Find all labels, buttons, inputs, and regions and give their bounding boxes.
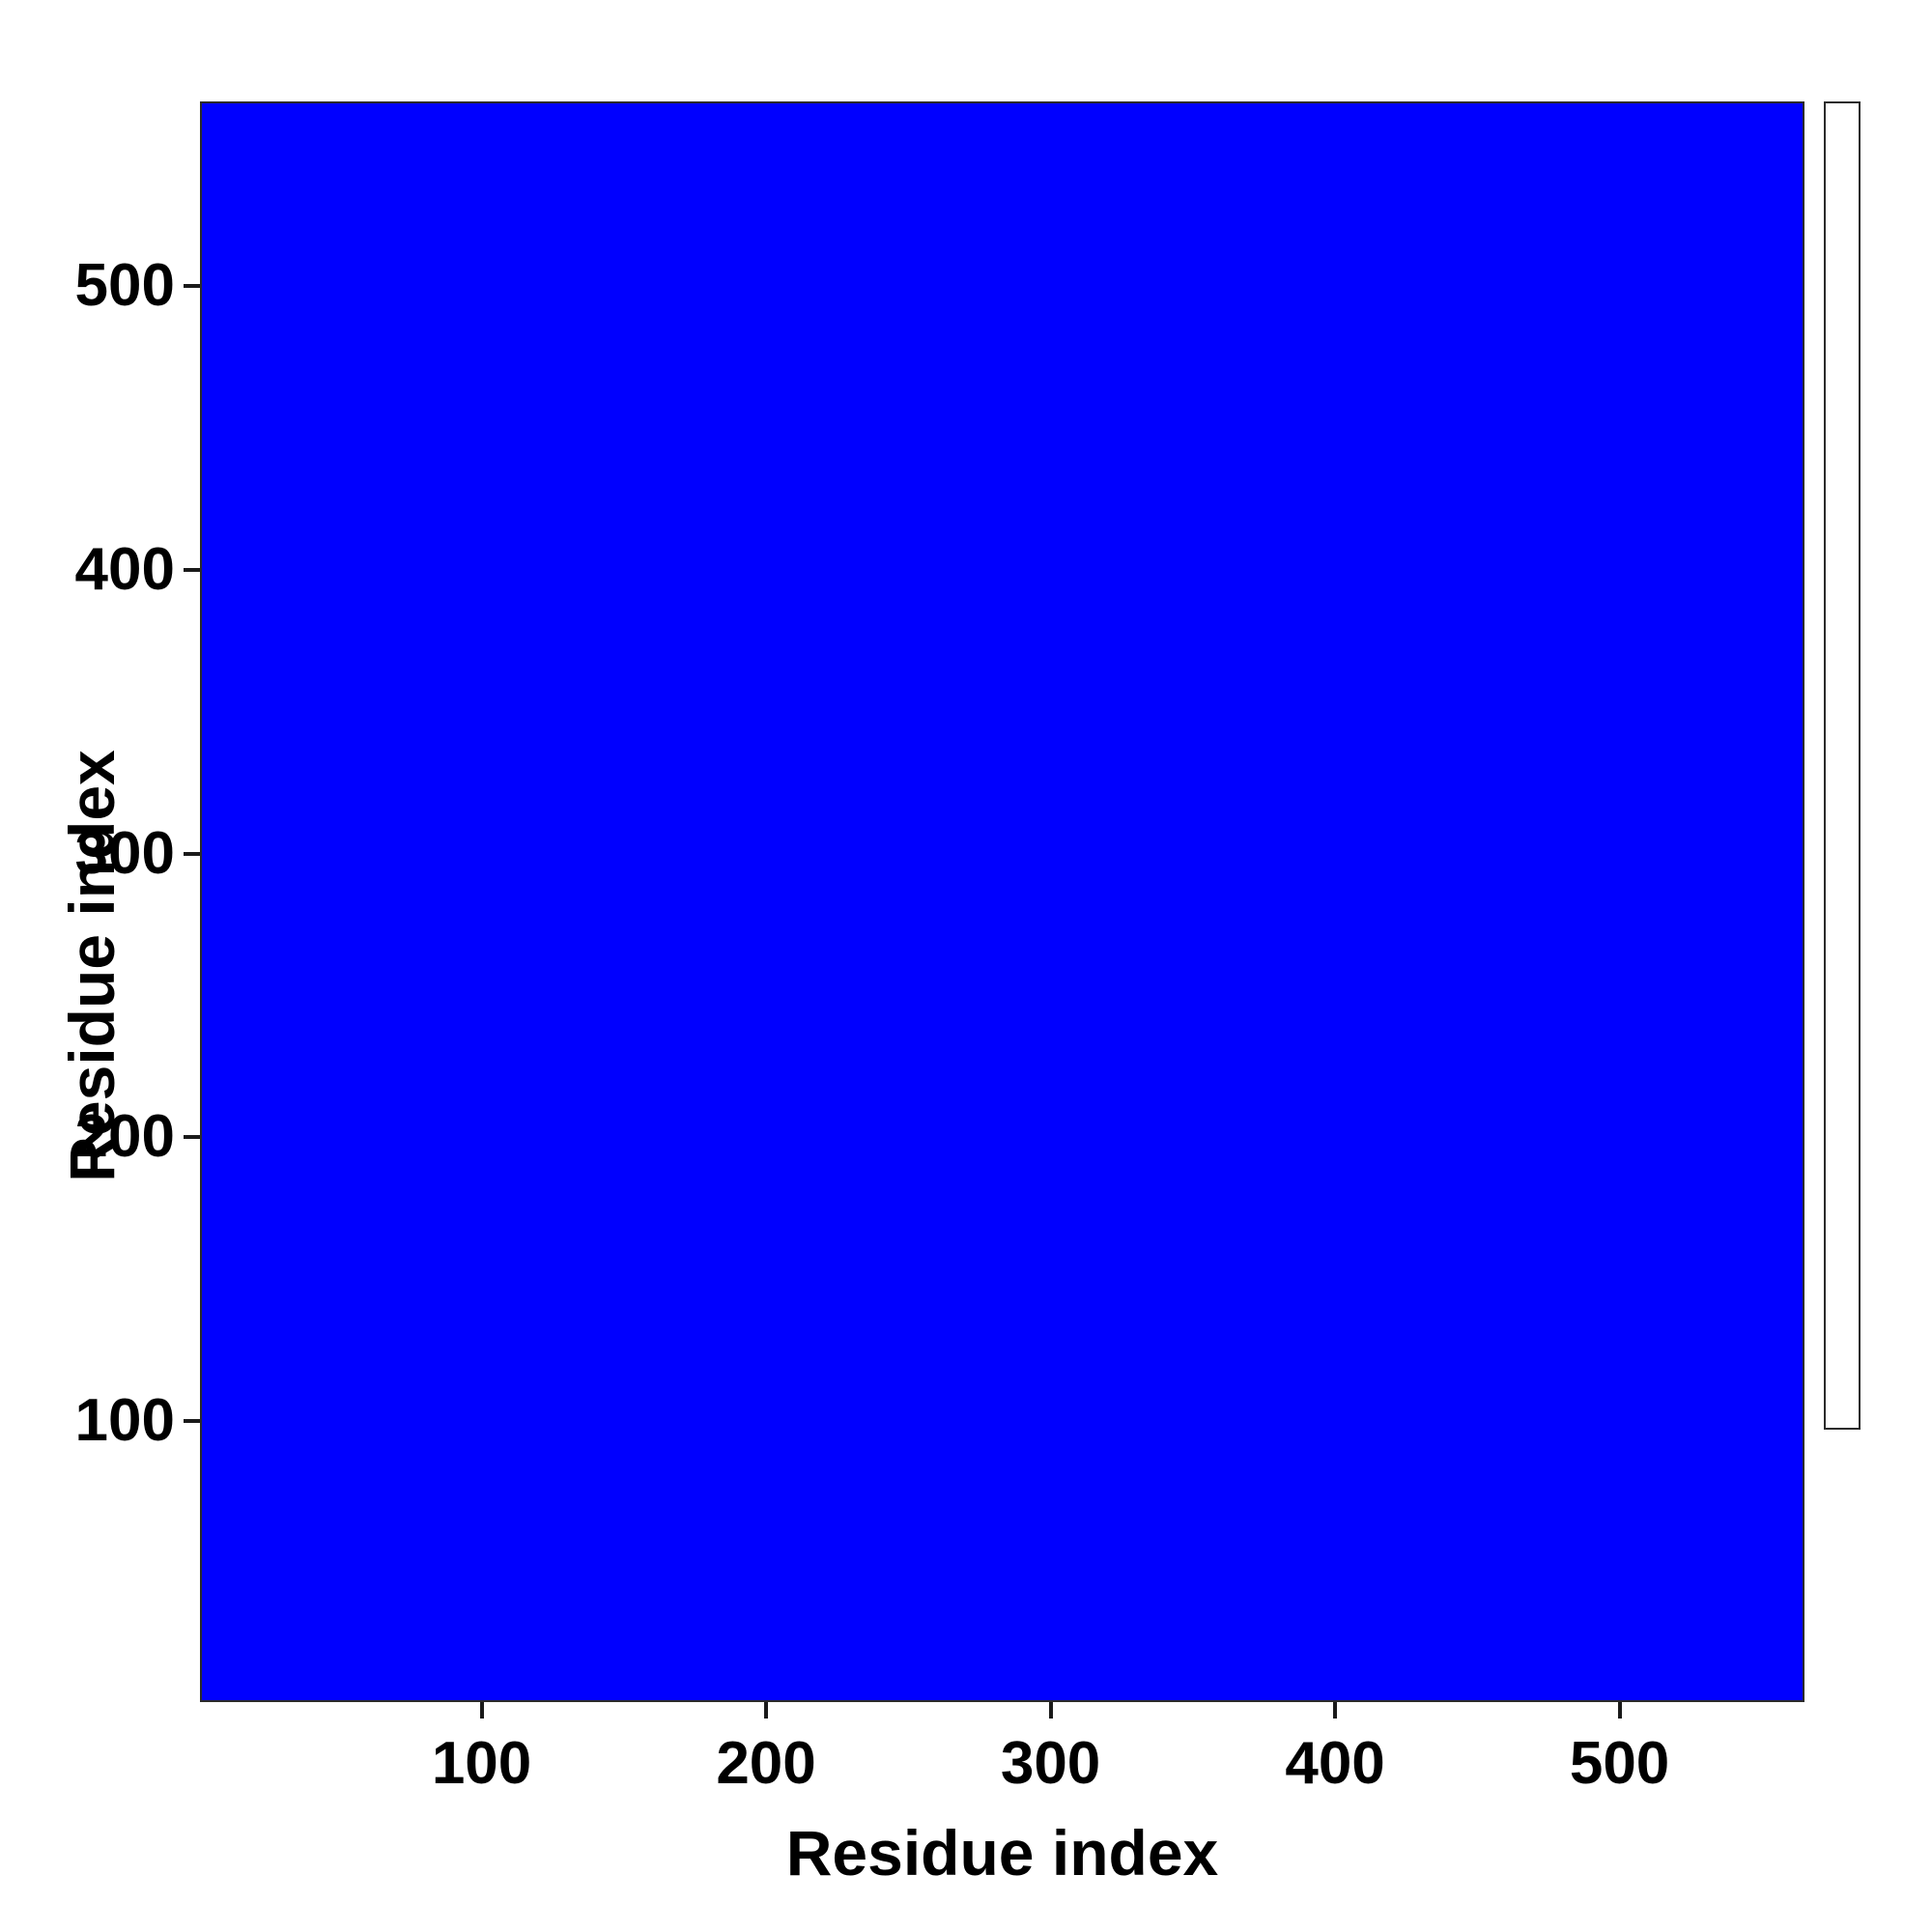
x-axis-tick-mark — [1048, 1702, 1053, 1719]
y-axis-tick-label: 500 — [74, 251, 175, 319]
y-axis-tick-label: 200 — [74, 1103, 175, 1171]
distance-map-heatmap — [202, 103, 1803, 1700]
x-axis-tick-label: 200 — [716, 1730, 816, 1797]
y-axis-tick-label: 400 — [74, 535, 175, 603]
x-axis-tick-label: 100 — [431, 1730, 532, 1797]
x-axis-tick-mark — [1617, 1702, 1622, 1719]
y-axis-tick-label: 100 — [74, 1387, 175, 1455]
heatmap-plot-area — [200, 101, 1804, 1702]
y-axis-tick-mark — [184, 567, 200, 572]
x-axis-label: Residue index — [785, 1817, 1219, 1889]
x-axis-tick-mark — [479, 1702, 484, 1719]
x-axis-tick-mark — [1333, 1702, 1338, 1719]
x-axis-tick-label: 500 — [1569, 1730, 1670, 1797]
x-axis-tick-label: 300 — [1000, 1730, 1101, 1797]
x-axis-tick-label: 400 — [1285, 1730, 1385, 1797]
y-axis-tick-mark — [184, 851, 200, 856]
y-axis-tick-mark — [184, 1419, 200, 1424]
y-axis-tick-label: 300 — [74, 819, 175, 887]
y-axis-tick-mark — [184, 283, 200, 288]
x-axis-tick-mark — [764, 1702, 769, 1719]
colorbar-gradient — [1824, 101, 1861, 1430]
colorbar — [1824, 101, 1861, 1430]
y-axis-tick-mark — [184, 1135, 200, 1140]
